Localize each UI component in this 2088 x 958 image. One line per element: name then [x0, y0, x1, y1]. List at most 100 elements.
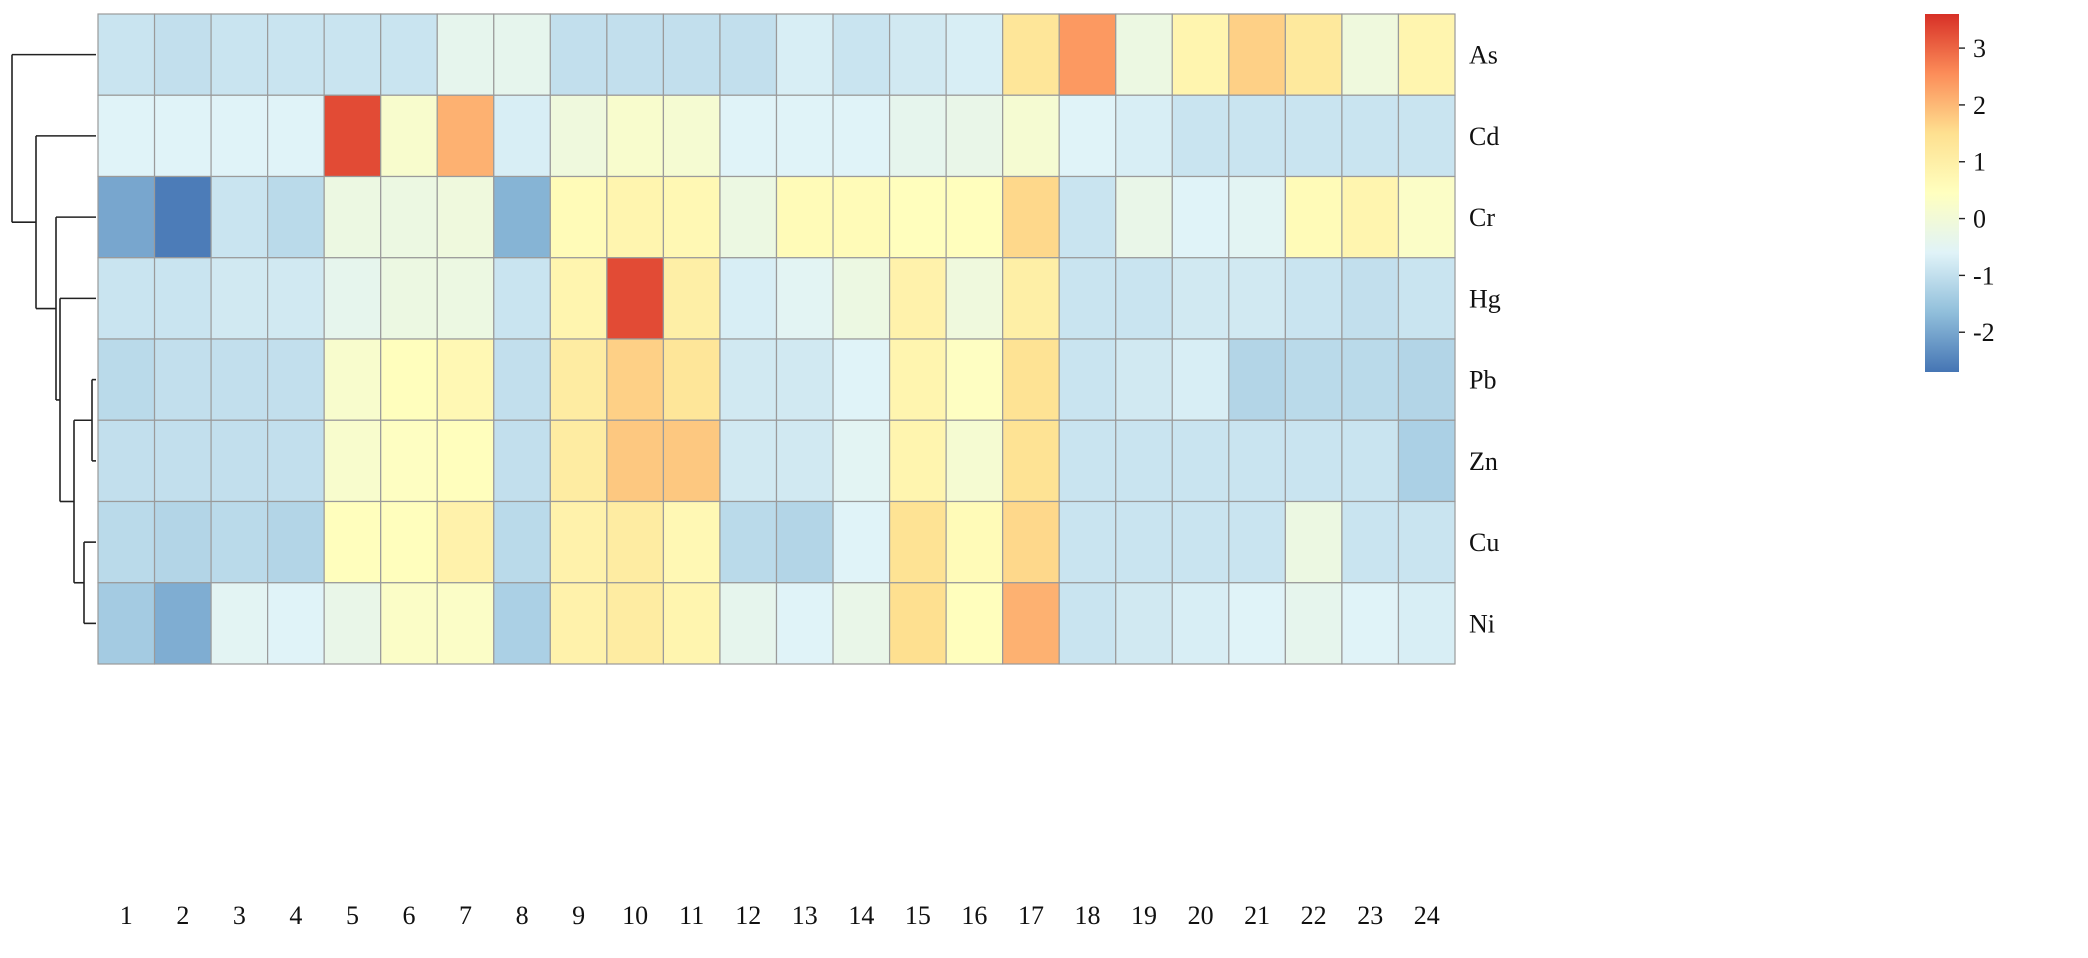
- heatmap-cell-cu-5: [323, 500, 382, 584]
- heatmap-cell-zn-2: [153, 419, 212, 503]
- heatmap-cell-ni-18: [1058, 582, 1117, 665]
- heatmap-cell-pb-24: [1397, 338, 1456, 421]
- heatmap-cell-ni-6: [380, 582, 438, 665]
- heatmap-cell-as-6: [380, 13, 438, 96]
- row-label-as: As: [1469, 41, 1498, 70]
- heatmap-cell-cd-18: [1058, 94, 1117, 178]
- colorbar-tick-label: 1: [1973, 148, 1986, 177]
- heatmap-cell-cr-5: [323, 175, 382, 259]
- heatmap-cell-pb-21: [1228, 338, 1286, 421]
- heatmap-cell-pb-14: [832, 338, 891, 421]
- heatmap-cell-zn-22: [1284, 419, 1343, 503]
- heatmap-cell-cr-13: [775, 175, 834, 259]
- heatmap-cell-as-12: [719, 13, 778, 96]
- colorbar-tick-label: 2: [1973, 91, 1986, 120]
- heatmap-cell-hg-22: [1284, 257, 1343, 340]
- column-label-3: 3: [233, 901, 246, 930]
- heatmap-cell-cu-9: [549, 500, 608, 584]
- heatmap-cell-ni-21: [1228, 582, 1286, 665]
- heatmap-cell-zn-6: [380, 419, 438, 503]
- row-label-ni: Ni: [1469, 609, 1495, 638]
- row-label-zn: Zn: [1469, 447, 1498, 476]
- column-label-15: 15: [905, 901, 931, 930]
- heatmap-cell-zn-24: [1397, 419, 1456, 503]
- heatmap-cell-cu-6: [380, 500, 438, 584]
- heatmap-cell-hg-23: [1341, 257, 1400, 340]
- heatmap-cell-cr-14: [832, 175, 891, 259]
- heatmap-cell-as-4: [267, 13, 325, 96]
- heatmap-cell-as-21: [1228, 13, 1286, 96]
- heatmap-cell-cr-22: [1284, 175, 1343, 259]
- heatmap-cell-cu-2: [153, 500, 212, 584]
- row-labels: As Cd Cr Hg Pb Zn Cu Ni: [1469, 41, 1501, 639]
- heatmap-cell-cr-11: [662, 175, 721, 259]
- heatmap-cell-ni-8: [493, 582, 551, 665]
- heatmap-cell-pb-17: [1002, 338, 1060, 421]
- heatmap-cell-cd-21: [1228, 94, 1286, 178]
- heatmap-cell-cu-12: [719, 500, 778, 584]
- column-label-2: 2: [176, 901, 189, 930]
- heatmap-cell-zn-1: [97, 419, 156, 503]
- heatmap-cell-cd-4: [267, 94, 325, 178]
- heatmap-cell-cu-13: [775, 500, 834, 584]
- heatmap-cell-ni-10: [606, 582, 665, 665]
- heatmap-cell-cr-20: [1171, 175, 1230, 259]
- heatmap-cell-cr-10: [606, 175, 665, 259]
- column-label-12: 12: [735, 901, 761, 930]
- heatmap-cell-cu-3: [210, 500, 269, 584]
- heatmap-cell-cd-20: [1171, 94, 1230, 178]
- heatmap-cell-cu-21: [1228, 500, 1286, 584]
- column-label-21: 21: [1244, 901, 1270, 930]
- column-label-10: 10: [622, 901, 648, 930]
- heatmap-cell-cr-24: [1397, 175, 1456, 259]
- heatmap-cell-cu-24: [1397, 500, 1456, 584]
- heatmap-cell-cu-7: [436, 500, 495, 584]
- column-label-13: 13: [792, 901, 818, 930]
- heatmap-cell-hg-19: [1115, 257, 1173, 340]
- heatmap-cell-as-7: [436, 13, 495, 96]
- heatmap-cell-zn-3: [210, 419, 269, 503]
- row-label-cd: Cd: [1469, 122, 1499, 151]
- colorbar-tick-label: -1: [1973, 261, 1995, 290]
- heatmap-cell-as-15: [888, 13, 947, 96]
- heatmap-cell-cu-22: [1284, 500, 1343, 584]
- row-label-cu: Cu: [1469, 528, 1499, 557]
- heatmap-cell-cr-6: [380, 175, 438, 259]
- heatmap-cell-cr-15: [888, 175, 947, 259]
- heatmap-cell-zn-18: [1058, 419, 1117, 503]
- column-label-4: 4: [289, 901, 302, 930]
- heatmap-cell-cd-24: [1397, 94, 1456, 178]
- heatmap-cell-as-23: [1341, 13, 1400, 96]
- heatmap-cell-zn-17: [1002, 419, 1060, 503]
- heatmap-cell-cd-15: [888, 94, 947, 178]
- heatmap-cell-cu-19: [1115, 500, 1173, 584]
- heatmap-cell-zn-16: [945, 419, 1004, 503]
- heatmap-cell-pb-11: [662, 338, 721, 421]
- heatmap-cell-zn-13: [775, 419, 834, 503]
- heatmap-cell-hg-12: [719, 257, 778, 340]
- heatmap-cell-zn-9: [549, 419, 608, 503]
- heatmap-cell-cr-19: [1115, 175, 1173, 259]
- heatmap-cell-zn-12: [719, 419, 778, 503]
- heatmap-cell-cr-9: [549, 175, 608, 259]
- heatmap-cell-hg-11: [662, 257, 721, 340]
- heatmap-cell-ni-13: [775, 582, 834, 665]
- column-label-24: 24: [1414, 901, 1440, 930]
- heatmap-cell-hg-6: [380, 257, 438, 340]
- heatmap-cell-hg-18: [1058, 257, 1117, 340]
- heatmap-cell-zn-21: [1228, 419, 1286, 503]
- row-label-pb: Pb: [1469, 366, 1496, 395]
- heatmap-cell-pb-18: [1058, 338, 1117, 421]
- heatmap-cell-ni-15: [888, 582, 947, 665]
- heatmap-cell-cr-12: [719, 175, 778, 259]
- heatmap-cell-cr-7: [436, 175, 495, 259]
- heatmap-cell-hg-16: [945, 257, 1004, 340]
- heatmap-cell-zn-23: [1341, 419, 1400, 503]
- heatmap-cell-zn-4: [267, 419, 325, 503]
- colorbar-ticks: 3 2 1 0 -1 -2: [1959, 34, 1995, 347]
- column-label-11: 11: [679, 901, 704, 930]
- heatmap-cell-hg-7: [436, 257, 495, 340]
- heatmap-cell-as-10: [606, 13, 665, 96]
- heatmap-cell-cd-11: [662, 94, 721, 178]
- heatmap-cell-cu-8: [493, 500, 551, 584]
